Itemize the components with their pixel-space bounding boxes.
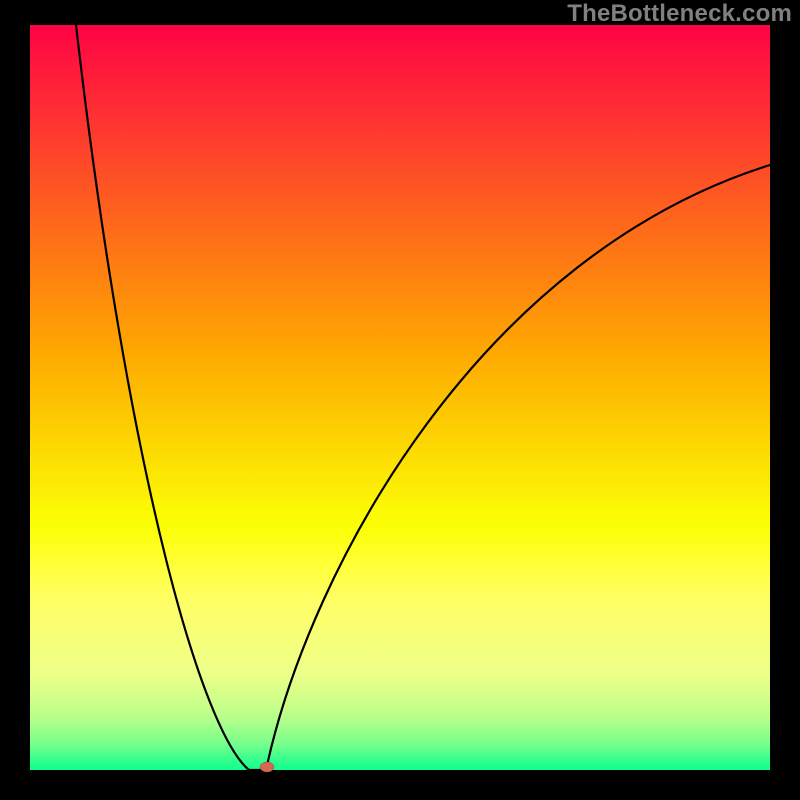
bottleneck-chart [0,0,800,800]
watermark-text: TheBottleneck.com [567,0,792,28]
minimum-marker [260,762,274,772]
gradient-background [30,25,770,770]
chart-container: TheBottleneck.com [0,0,800,800]
plot-area [30,25,770,772]
